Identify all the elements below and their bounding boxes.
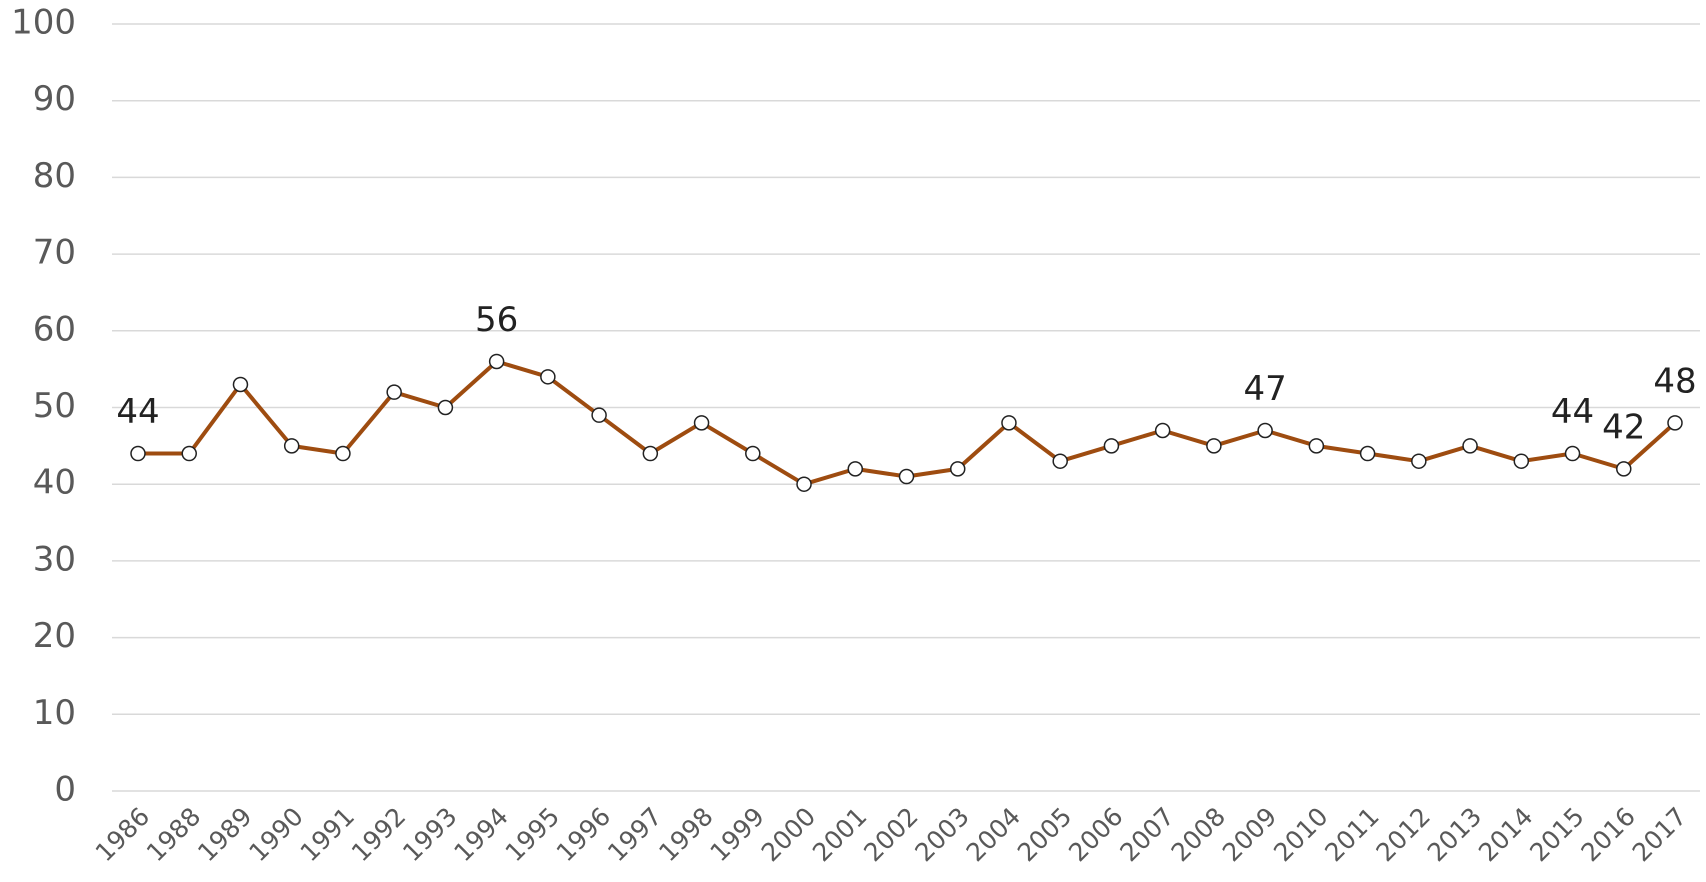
y-tick-label: 40 (33, 463, 76, 503)
x-tick-label: 2012 (1371, 802, 1436, 867)
point (488, 353, 505, 370)
y-tick-label: 80 (33, 156, 76, 196)
point (232, 376, 249, 393)
point (1154, 422, 1171, 439)
x-tick-label: 1993 (397, 802, 462, 867)
point (1257, 422, 1273, 439)
x-tick-label: 1994 (448, 802, 513, 867)
point (898, 468, 915, 485)
point (1616, 461, 1632, 477)
point (693, 415, 710, 431)
point (1052, 453, 1068, 469)
x-tick-label: 1988 (141, 802, 206, 867)
y-tick-label: 60 (33, 309, 76, 349)
x-tick-label: 2010 (1268, 802, 1333, 867)
data-label: 56 (475, 300, 518, 340)
point (1462, 438, 1478, 454)
x-tick-label: 2009 (1217, 802, 1282, 867)
data-label: 47 (1244, 369, 1287, 409)
point (335, 445, 351, 462)
x-tick-label: 1990 (243, 802, 308, 867)
point (386, 384, 402, 400)
point (437, 399, 454, 416)
x-tick-label: 2017 (1627, 802, 1692, 867)
data-label: 44 (116, 392, 159, 432)
y-tick-label: 20 (33, 616, 76, 656)
point (1001, 415, 1017, 431)
point (591, 407, 607, 423)
point (1667, 415, 1683, 431)
x-tick-label: 2008 (1166, 802, 1231, 867)
y-tick-label: 50 (33, 386, 76, 426)
x-tick-label: 2013 (1422, 802, 1487, 867)
x-tick-label: 2003 (909, 802, 974, 867)
x-tick-label: 1999 (704, 802, 769, 867)
point (745, 445, 761, 462)
point (1513, 453, 1530, 469)
y-tick-label: 0 (54, 770, 76, 810)
x-tick-label: 2016 (1575, 802, 1640, 867)
x-tick-label: 1992 (346, 802, 411, 867)
point (1564, 445, 1581, 462)
x-tick-label: 1991 (295, 802, 360, 867)
x-tick-label: 1996 (551, 802, 616, 867)
point (181, 445, 197, 462)
line (138, 359, 1677, 487)
y-tick-label: 30 (33, 539, 76, 579)
y-tick-label: 100 (11, 3, 76, 43)
point (1359, 445, 1376, 462)
x-tick-label: 1986 (90, 802, 155, 867)
point (1308, 438, 1325, 454)
x-tick-label: 2014 (1473, 802, 1538, 867)
point (540, 369, 556, 385)
x-tick-label: 2004 (961, 802, 1026, 867)
x-tick-label: 2002 (858, 802, 923, 867)
data-label: 48 (1653, 361, 1696, 401)
data-label: 42 (1602, 407, 1645, 447)
point (642, 445, 659, 462)
point (1206, 438, 1222, 454)
data-label: 44 (1551, 392, 1594, 432)
x-tick-label: 2011 (1319, 802, 1384, 867)
x-tick-label: 2005 (1012, 802, 1077, 867)
x-tick-label: 1989 (192, 802, 257, 867)
x-tick-label: 2015 (1524, 802, 1589, 867)
point (949, 461, 966, 477)
point (847, 461, 864, 477)
y-tick-label: 10 (33, 693, 76, 733)
y-tick-label: 70 (33, 233, 76, 273)
point (796, 476, 812, 492)
x-tick-label: 1995 (500, 802, 565, 867)
x-tick-label: 1998 (653, 802, 718, 867)
x-tick-label: 1997 (602, 802, 667, 867)
x-tick-label: 2007 (1114, 802, 1179, 867)
x-tick-label: 2001 (807, 802, 872, 867)
x-tick-label: 2006 (1063, 802, 1128, 867)
point (1411, 453, 1427, 469)
point (130, 445, 146, 462)
x-tick-label: 2000 (756, 802, 821, 867)
point (1103, 438, 1120, 454)
y-tick-label: 90 (33, 79, 76, 119)
point (283, 438, 300, 454)
